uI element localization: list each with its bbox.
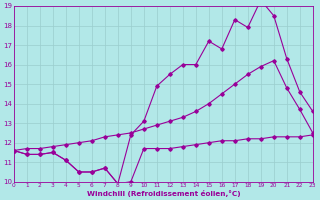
X-axis label: Windchill (Refroidissement éolien,°C): Windchill (Refroidissement éolien,°C) (86, 190, 240, 197)
